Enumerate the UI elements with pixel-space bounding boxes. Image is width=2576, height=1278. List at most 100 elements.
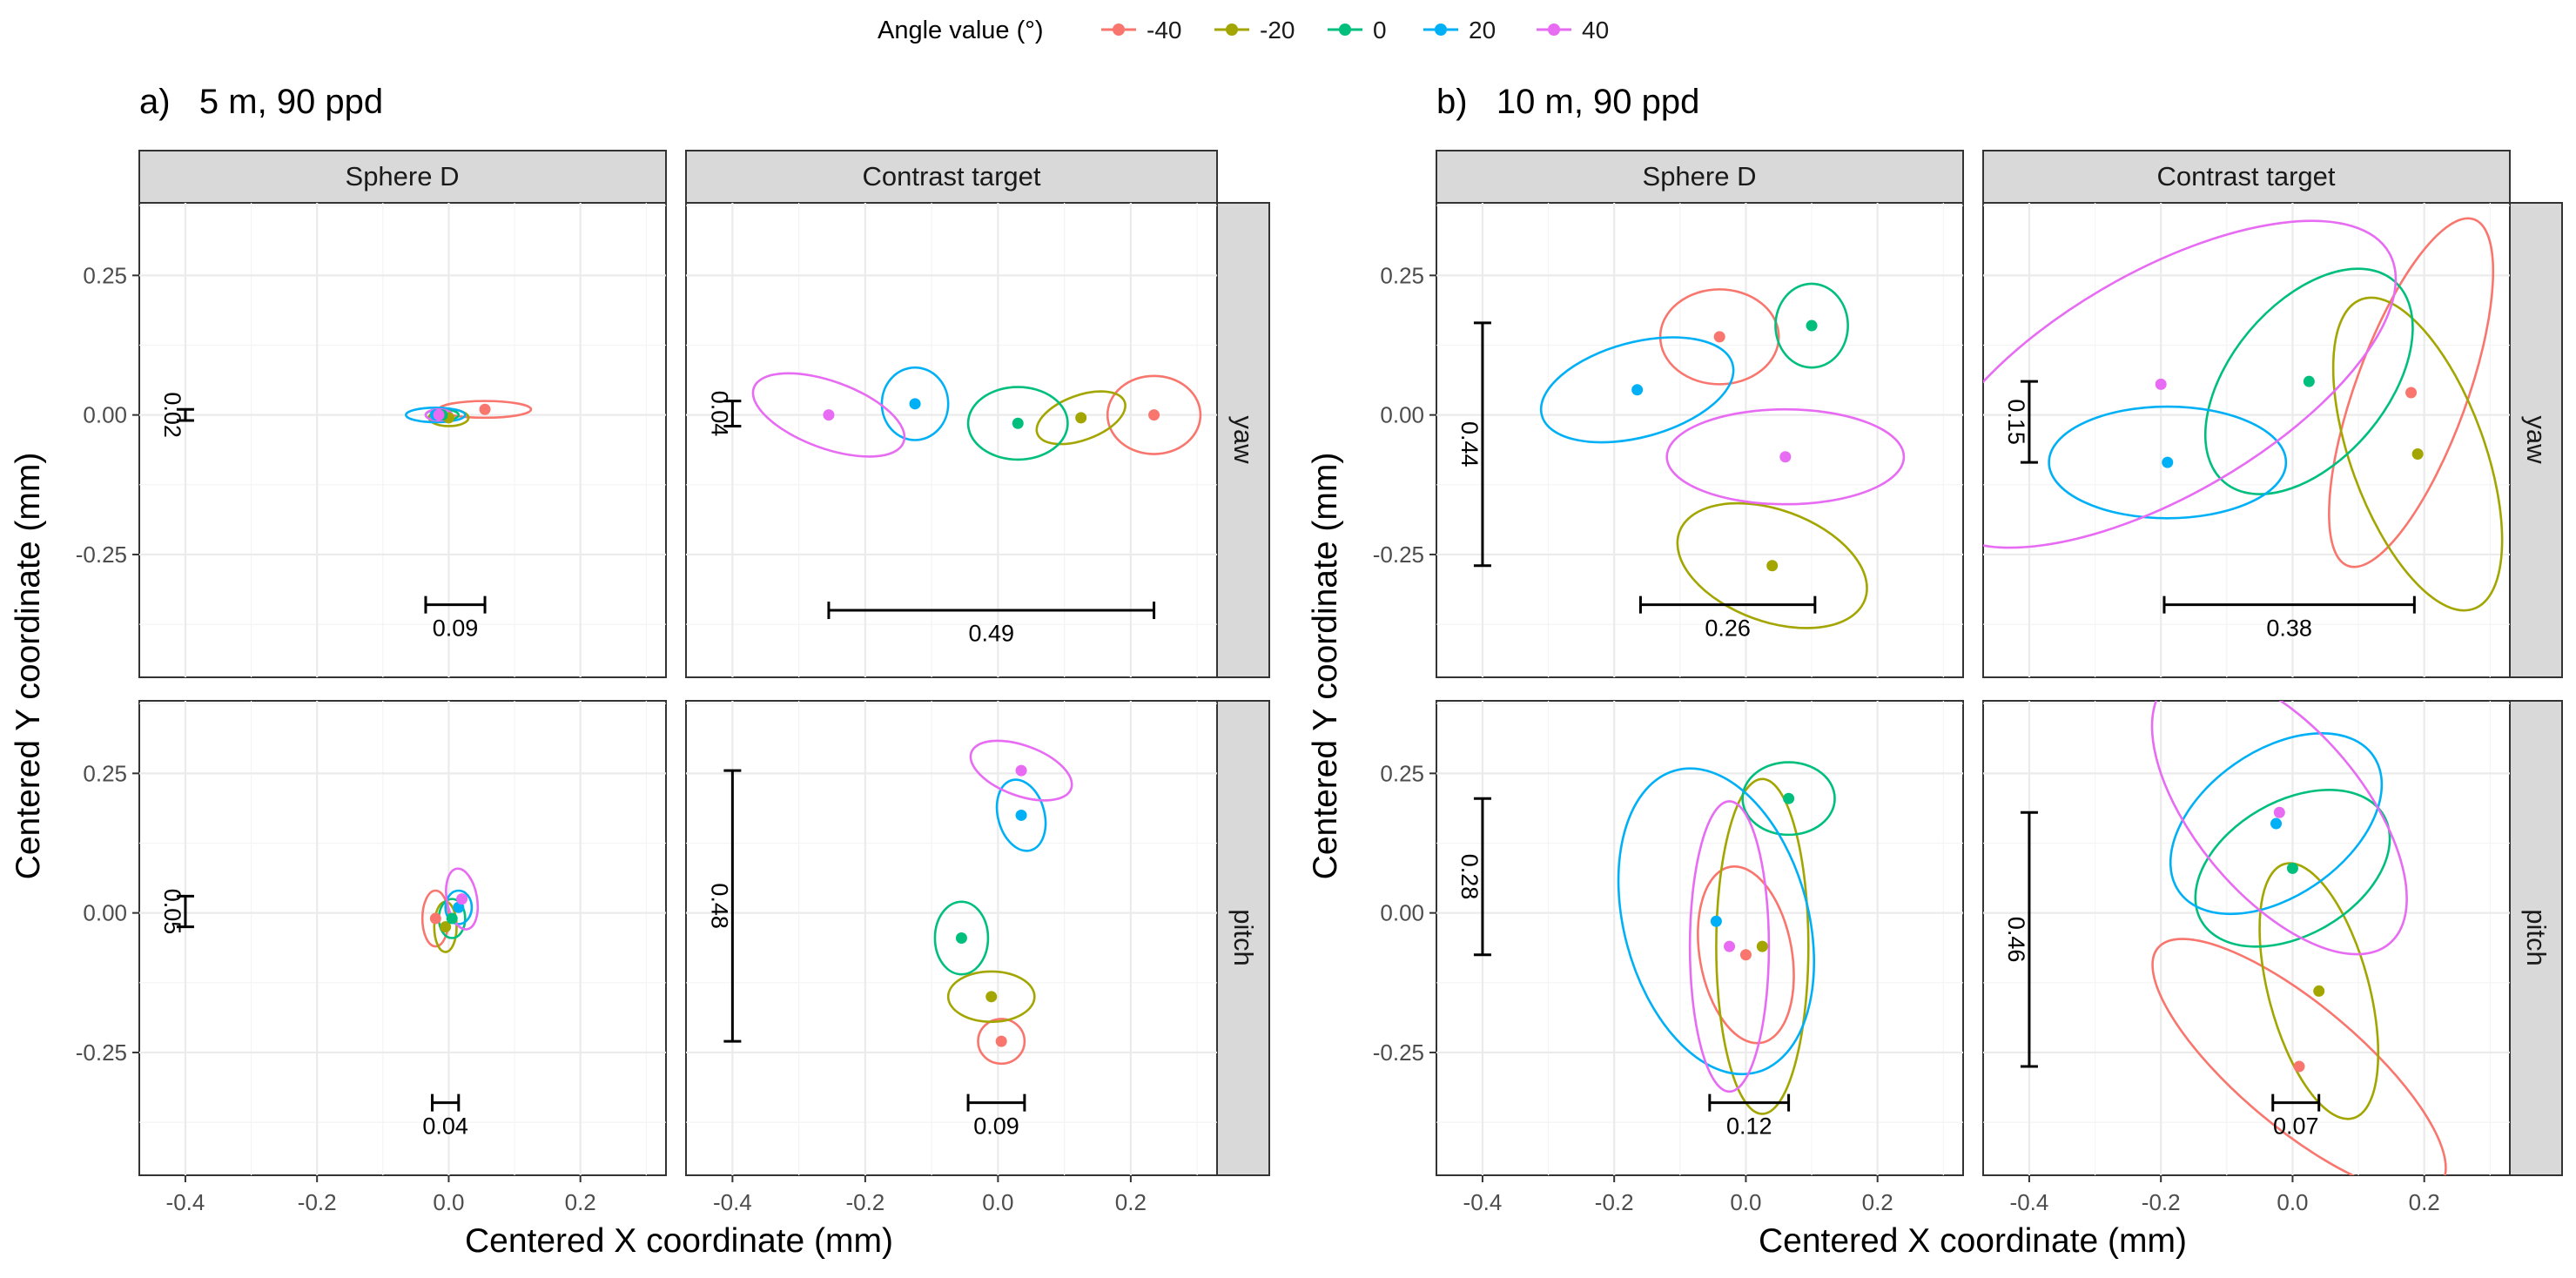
panel-background: [1982, 202, 2511, 678]
scale-bar-horizontal: 0.07: [2271, 1093, 2321, 1139]
ellipse-angle-neg20: [2258, 862, 2380, 1120]
ellipse-angle-0: [966, 386, 1069, 461]
ellipse-angle-40: [1665, 407, 1906, 506]
panel-background: [138, 202, 667, 678]
x-tick-label: -0.2: [2142, 1189, 2181, 1215]
scale-bar-vertical: 0.15: [2003, 380, 2038, 464]
panel-background: [1436, 700, 1964, 1176]
strip-label: Sphere D: [1643, 161, 1757, 192]
ellipse-angle-40: [2150, 701, 2408, 956]
panel-b-sphere-d-yaw: 0.26 0.44: [1436, 202, 1964, 678]
scale-bar-label: 0.09: [433, 615, 479, 641]
ellipse-angle-40: [445, 867, 480, 931]
scale-bar-horizontal: 0.38: [2162, 595, 2416, 641]
panel-background: [685, 202, 1218, 678]
ellipse-angle-neg40: [1106, 374, 1202, 455]
x-tick-label: 0.0: [433, 1189, 464, 1215]
strip-col-sphere-d-a: [138, 150, 667, 204]
point-angle-20: [2162, 456, 2174, 468]
ellipse-angle-20: [1617, 767, 1816, 1076]
legend-key-label: 0: [1373, 17, 1387, 44]
ellipse-angle-20: [1539, 336, 1735, 444]
ellipse-angle-neg20: [1676, 501, 1868, 629]
x-tick-label: 0.0: [1730, 1189, 1761, 1215]
scale-bar-horizontal: 0.09: [966, 1093, 1026, 1139]
scale-bar-horizontal: 0.09: [424, 595, 487, 641]
ellipse-angle-neg20: [2331, 296, 2504, 612]
x-tick-label: -0.4: [166, 1189, 205, 1215]
point-angle-neg40: [2293, 1060, 2305, 1073]
point-angle-20: [1631, 384, 1644, 396]
scale-bar-vertical: 0.46: [2003, 811, 2038, 1068]
ellipse-angle-neg20: [1035, 390, 1127, 446]
point-angle-neg40: [1148, 409, 1160, 421]
legend-key-label: -20: [1260, 17, 1295, 44]
point-angle-0: [1012, 417, 1024, 429]
legend-key-5: 40: [1537, 17, 1609, 44]
x-axis-title-a: Centered X coordinate (mm): [465, 1222, 893, 1260]
ellipse-angle-0: [1774, 282, 1849, 369]
strip-label: Contrast target: [2156, 161, 2335, 192]
point-angle-40: [2155, 378, 2167, 390]
x-tick-label: -0.2: [1595, 1189, 1634, 1215]
ellipse-angle-40: [751, 372, 906, 458]
point-angle-neg40: [995, 1035, 1007, 1047]
x-tick-label: 0.0: [982, 1189, 1013, 1215]
legend-key-dot: [1548, 24, 1560, 36]
legend-key-dot: [1226, 24, 1238, 36]
strips-group-b: Sphere D Contrast target yaw pitch: [1436, 150, 2563, 1176]
scale-bar-label: 0.15: [2003, 399, 2029, 445]
panel-b-sphere-d-pitch: 0.12 0.28: [1436, 700, 1964, 1176]
scale-bar-label: 0.48: [706, 883, 732, 929]
scale-bar-label: 0.04: [706, 391, 732, 437]
ellipse-angle-20: [2048, 405, 2288, 520]
ellipse-angle-0: [1741, 761, 1836, 837]
scale-bar-vertical: 0.02: [159, 392, 194, 438]
group-title-b: b) 10 m, 90 ppd: [1436, 83, 1699, 121]
panel-background: [1982, 700, 2511, 1176]
strip-label: pitch: [2521, 909, 2552, 965]
point-angle-neg20: [2411, 448, 2424, 461]
point-angle-neg40: [1739, 949, 1752, 961]
y-tick-label: 0.00: [83, 900, 127, 926]
y-axis-title-b: Centered Y coordinate (mm): [1307, 453, 1344, 880]
ellipse-angle-20: [2169, 732, 2384, 916]
scale-bar-label: 0.09: [973, 1113, 1019, 1139]
panels: 0.09 0.02 0.49 0.04 0.04 0.05 0.09 0.48 0.26 0.44…: [138, 202, 2511, 1176]
scale-bar-label: 0.38: [2266, 615, 2312, 641]
y-axis-title-a: Centered Y coordinate (mm): [10, 453, 47, 880]
point-angle-neg20: [1756, 940, 1768, 952]
ellipse-angle-40: [1983, 219, 2398, 549]
ellipse-angle-0: [2203, 267, 2414, 495]
scale-bar-label: 0.05: [159, 889, 185, 935]
point-angle-neg40: [429, 912, 441, 925]
x-tick-label: 0.0: [2277, 1189, 2308, 1215]
panel-data-layer: [420, 867, 480, 953]
x-tick-label: -0.4: [2010, 1189, 2049, 1215]
legend-key-2: -20: [1214, 17, 1295, 44]
y-tick-label: 0.25: [83, 262, 127, 288]
y-tick-label: 0.00: [83, 402, 127, 428]
ellipse-angle-neg40: [2328, 217, 2495, 568]
point-angle-neg40: [2405, 387, 2418, 399]
scale-bar-vertical: 0.44: [1456, 321, 1491, 568]
x-tick-label: -0.2: [845, 1189, 884, 1215]
legend-key-label: -40: [1147, 17, 1181, 44]
legend-title: Angle value (°): [878, 17, 1044, 44]
point-angle-neg20: [985, 991, 998, 1003]
panel-background: [1436, 202, 1964, 678]
ellipse-angle-neg20: [946, 970, 1036, 1023]
x-tick-label: -0.2: [298, 1189, 337, 1215]
point-angle-20: [2270, 817, 2283, 830]
point-angle-20: [1015, 809, 1027, 821]
y-tick-label: 0.00: [1380, 900, 1424, 926]
point-angle-40: [1724, 940, 1736, 952]
scale-bar-label: 0.46: [2003, 917, 2029, 963]
scale-bar-label: 0.49: [968, 621, 1014, 647]
point-angle-20: [909, 398, 921, 410]
strip-label: yaw: [1228, 415, 1259, 464]
legend-key-3: 0: [1328, 17, 1387, 44]
ellipse-angle-20: [880, 366, 950, 441]
x-tick-label: 0.2: [565, 1189, 596, 1215]
